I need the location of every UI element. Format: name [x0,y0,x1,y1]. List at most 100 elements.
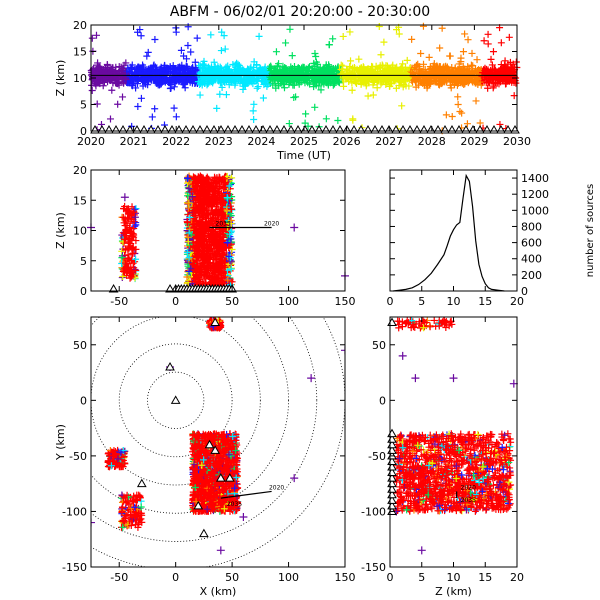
station-marker [111,124,121,134]
source-point [196,91,204,99]
station-marker [125,124,135,134]
station-marker [167,124,177,134]
source-point [339,32,347,40]
histogram-y-tick-label: 200 [521,269,542,282]
source-point [468,49,476,57]
source-point [216,90,224,98]
station-marker [181,124,191,134]
source-point [403,56,411,64]
source-point [454,93,462,101]
source-point [187,48,195,56]
source-point [488,61,496,69]
source-point [446,52,454,60]
source-point [275,60,283,68]
histogram-line [393,173,505,292]
station-marker [195,124,205,134]
station-marker [370,124,380,134]
source-point [93,100,101,108]
x-z-x-tick-label: 50 [225,295,239,308]
source-point [497,61,505,69]
histogram-y-tick-label: 1000 [521,204,549,217]
histogram-ylabel: number of sources [585,184,596,277]
time-height-y-tick-label: 0 [80,125,87,138]
source-point [172,113,180,121]
station-marker [335,124,345,134]
source-point [108,86,116,94]
histogram-y-tick-label: 400 [521,253,542,266]
station-marker [510,124,520,134]
source-point [459,48,467,56]
x-y-points [91,317,345,555]
station-marker [244,124,254,134]
source-point [496,120,504,128]
source-point [487,66,495,74]
source-point [218,28,226,36]
source-point [184,23,192,31]
source-point [137,32,145,40]
station-marker [251,124,261,134]
source-point [144,48,152,56]
station-marker [272,124,282,134]
station-marker [153,124,163,134]
station-marker [160,124,170,134]
source-point [348,86,356,94]
source-point [380,38,388,46]
source-point [392,84,400,92]
source-point [484,30,492,38]
x-z-ylabel: Z (km) [54,212,67,249]
source-point [282,39,290,47]
source-point [487,55,495,63]
time-height-y-tick-label: 10 [73,72,87,85]
time-axis-tick-label: 2023 [205,135,233,148]
source-point [346,28,354,36]
source-point [106,115,114,123]
station-marker [216,124,226,134]
station-marker [349,124,359,134]
source-point [408,35,416,43]
time-height-stations [90,124,520,134]
source-point [255,32,263,40]
source-point [473,56,481,64]
source-point [210,58,218,66]
histogram-y-tick-label: 1200 [521,188,549,201]
source-point [322,115,330,123]
source-point [463,120,471,128]
histogram-y-tick-label: 600 [521,237,542,250]
source-point [288,52,296,60]
station-marker [223,124,233,134]
histogram-y-tick-label: 0 [521,285,528,298]
source-point [137,94,145,102]
histogram-y-tick-label: 800 [521,220,542,233]
source-point [292,93,300,101]
outlier-point [290,223,299,232]
source-point [88,86,96,94]
source-point [249,107,257,115]
source-point [280,84,288,92]
source-point [259,94,267,102]
time-height-y-tick-label: 5 [80,99,87,112]
source-point [480,37,488,45]
station-marker [482,124,492,134]
source-point [221,45,229,53]
source-point [217,47,225,55]
source-point [166,85,174,93]
station-marker [363,124,373,134]
time-axis-tick-label: 2027 [375,135,403,148]
source-point [119,93,127,101]
time-axis-tick-label: 2021 [120,135,148,148]
station-marker [447,124,457,134]
source-point [325,41,333,49]
source-point [329,35,337,43]
source-point [148,113,156,121]
time-axis-tick-label: 2022 [162,135,190,148]
station-marker [293,124,303,134]
source-point [302,110,310,118]
station-marker [132,124,142,134]
station-marker [398,124,408,134]
source-point [458,109,466,117]
source-point [497,39,505,47]
source-point [151,35,159,43]
station-marker [426,124,436,134]
histogram-y-tick-label: 1400 [521,172,549,185]
